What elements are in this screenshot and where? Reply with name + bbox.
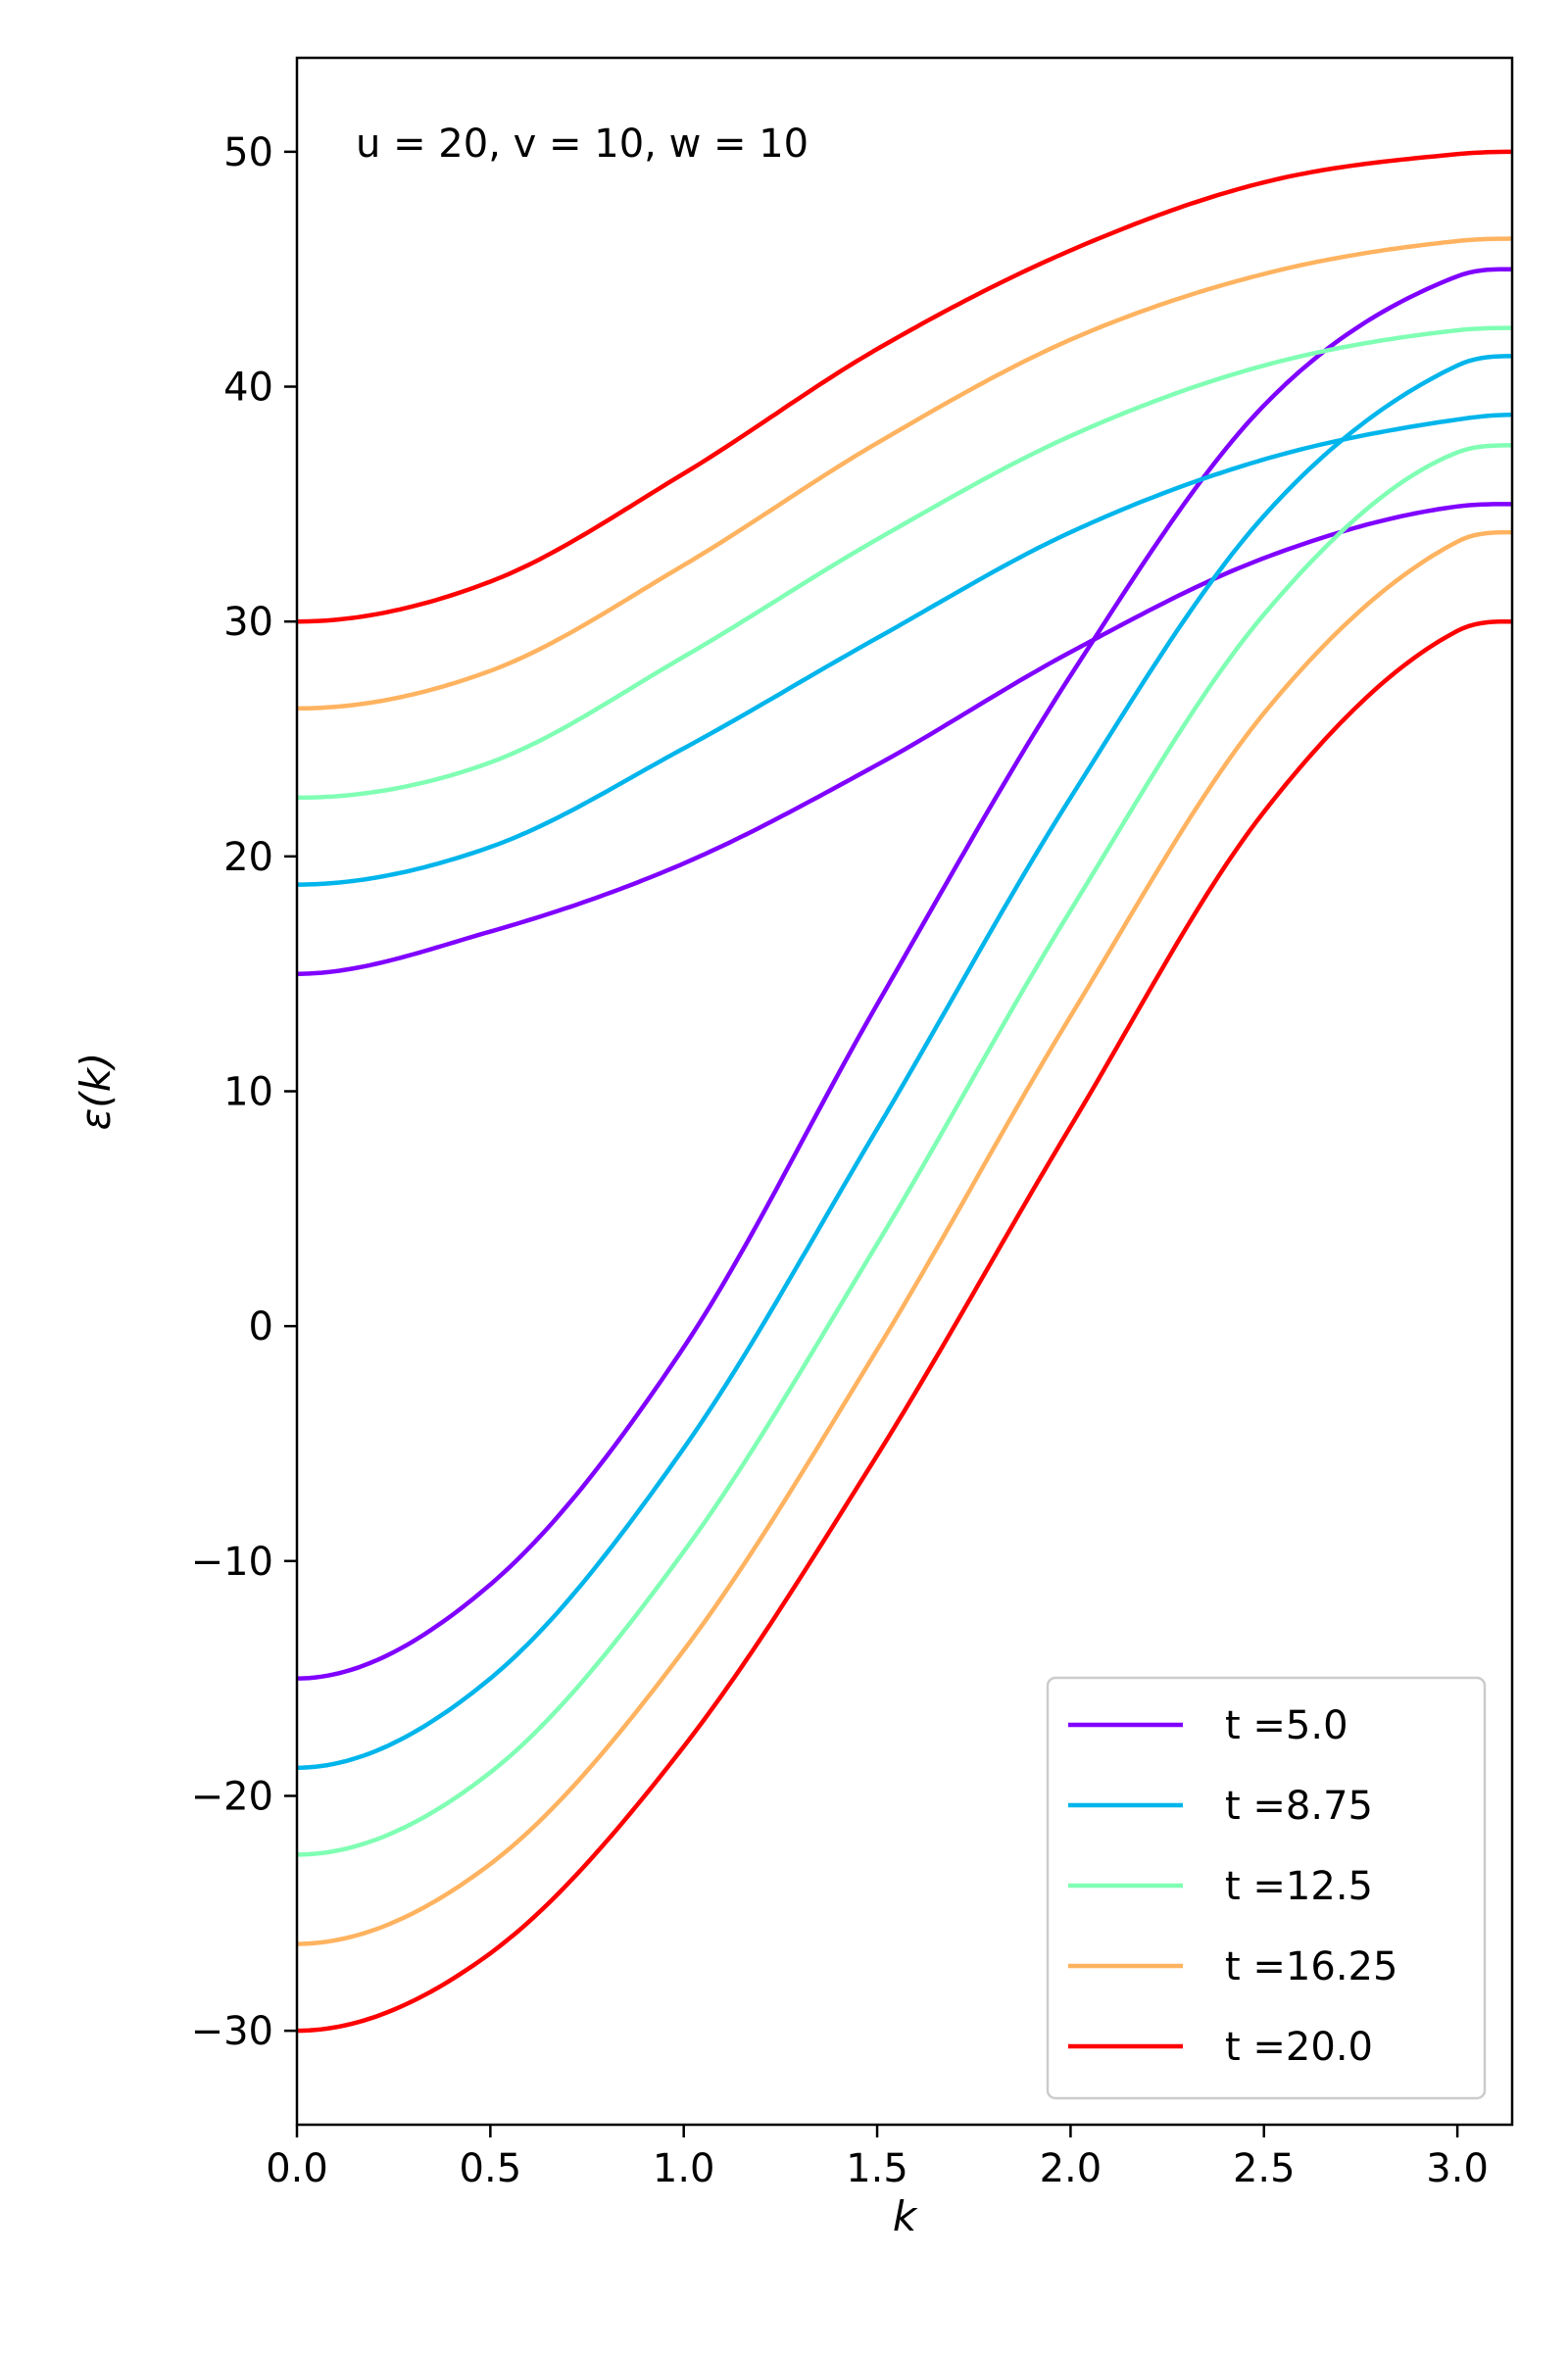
series-line-3-lower — [296, 529, 1512, 1946]
legend-box — [1046, 1676, 1487, 2100]
series-lines — [296, 149, 1512, 2034]
y-tick-label: 10 — [223, 1070, 273, 1115]
legend-label: t =12.5 — [1225, 1864, 1373, 1909]
series-line-1-upper — [297, 413, 1512, 887]
y-tick-label: −30 — [191, 2009, 273, 2054]
series-line-2-lower — [296, 443, 1512, 1857]
y-tick-label: 40 — [223, 366, 273, 411]
x-tick-label: 2.5 — [1233, 2146, 1296, 2191]
x-tick-label: 1.5 — [846, 2146, 908, 2191]
y-tick-label: 20 — [223, 835, 273, 880]
y-tick-label: 30 — [223, 600, 273, 645]
series-line-4-upper — [296, 149, 1512, 624]
legend-label: t =20.0 — [1225, 2025, 1373, 2070]
y-tick-label: 0 — [249, 1304, 273, 1350]
series-line-0-upper — [296, 502, 1512, 976]
series-line-1-lower — [296, 354, 1512, 1770]
x-tick-label: 1.0 — [653, 2146, 715, 2191]
axis-ticks: 0.0 0.5 1.0 1.5 2.0 2.5 3.0 −30 −20 −10 0 10 20 30 40 5… — [191, 130, 1489, 2191]
legend-label: t =8.75 — [1225, 1784, 1373, 1829]
y-axis-label: ε(k) — [72, 1053, 120, 1131]
series-line-3-upper — [296, 236, 1512, 712]
x-tick-label: 3.0 — [1426, 2146, 1489, 2191]
legend-label: t =16.25 — [1225, 1944, 1397, 1989]
series-line-0-lower — [296, 267, 1512, 1681]
legend-label: t =5.0 — [1225, 1703, 1348, 1748]
x-tick-label: 0.0 — [266, 2146, 328, 2191]
x-tick-label: 0.5 — [460, 2146, 522, 2191]
x-axis-label: k — [893, 2192, 918, 2240]
series-line-2-upper — [297, 325, 1512, 801]
y-tick-label: 50 — [223, 130, 273, 175]
parameter-annotation: u = 20, v = 10, w = 10 — [356, 122, 808, 167]
legend: t =5.0 t =8.75 t =12.5 t =16.25 t =20.0 — [1046, 1676, 1487, 2100]
y-tick-label: −10 — [191, 1540, 273, 1585]
series-line-4-lower — [296, 618, 1512, 2034]
x-tick-label: 2.0 — [1040, 2146, 1102, 2191]
y-tick-label: −20 — [191, 1774, 273, 1819]
